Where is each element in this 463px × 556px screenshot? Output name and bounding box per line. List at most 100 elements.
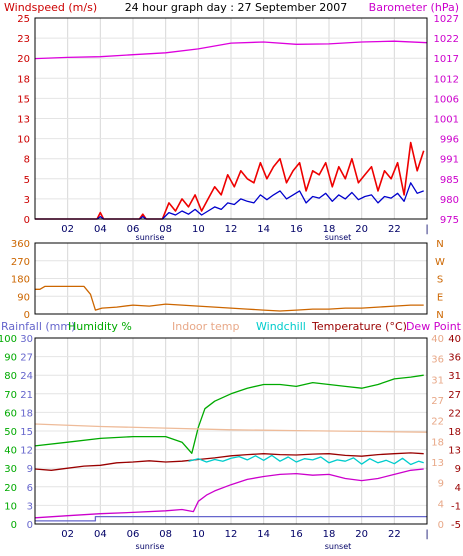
panel3-humidity-ticks: 0 10 20 30 40 50 60 70 80 90 100 (0, 334, 17, 531)
panel3-x-ticks: 02 04 06 08 10 12 14 16 18 20 22 | (61, 529, 428, 540)
panel1-right-tick-5: 1001 (434, 115, 459, 126)
panel3-line-humidity (34, 374, 424, 454)
panel1-line-wind_gust (35, 141, 425, 220)
panel3-rain-tick-3: 9 (27, 464, 33, 475)
panel1-left-tick-9: 23 (17, 34, 30, 45)
panel3-rain-tick-2: 6 (27, 483, 33, 494)
panel3-temp-tick-4: 13 (448, 446, 461, 457)
panel3-x-tick-5: 12 (225, 529, 238, 540)
panel2-compass-1: W (435, 257, 445, 268)
panel1-sunrise-label: sunrise (136, 233, 165, 242)
panel3-temp-tick-10: 40 (448, 334, 461, 345)
panel3-indoor-tick-3: 13 (431, 458, 444, 469)
panel3-humidity-tick-6: 60 (4, 408, 17, 419)
panel2-compass-3: E (437, 292, 443, 303)
panel1-right-tick-9: 1022 (434, 34, 459, 45)
panel1-x-tick-3: 08 (159, 224, 172, 235)
panel1-x-tick-7: 16 (290, 224, 303, 235)
panel3-x-tick-3: 08 (159, 529, 172, 540)
panel1-right-label: Barometer (hPa) (369, 1, 459, 14)
panel3-indoor-tick-5: 22 (431, 417, 444, 428)
panel3-indoor-tick-1: 4 (438, 499, 444, 510)
panel1-x-tick-0: 02 (61, 224, 74, 235)
panel3-frame (34, 337, 428, 525)
panel1-left-tick-4: 10 (17, 135, 30, 146)
panel2-compass-0: N (436, 239, 443, 250)
panel1-x-tick-5: 12 (225, 224, 238, 235)
panel3-x-tick-0: 02 (61, 529, 74, 540)
panel1-left-tick-8: 20 (17, 54, 30, 65)
panel3-x-tick-11: | (425, 529, 428, 540)
panel1-left-tick-2: 5 (24, 175, 30, 186)
panel1-right-tick-4: 996 (440, 135, 459, 146)
panel3-temp-tick-8: 31 (448, 371, 461, 382)
panel3-indoor-tick-0: 0 (438, 520, 444, 531)
panel1-right-ticks: 975 980 985 991 996 1001 1006 1012 1017 1022 1027 (434, 14, 459, 226)
panel1-right-tick-1: 980 (440, 195, 459, 206)
panel1-x-tick-4: 10 (192, 224, 205, 235)
panel3-temp-tick-1: -1 (451, 501, 461, 512)
panel3-temp-tick-9: 36 (448, 353, 461, 364)
panel3-sunrise-label: sunrise (136, 542, 165, 551)
panel3-rain-tick-4: 12 (20, 446, 33, 457)
panel1-line-wind_avg (35, 182, 424, 220)
panel2-compass-2: S (437, 275, 443, 286)
panel3-indoor-ticks: 0 4 9 13 18 22 27 31 36 40 (431, 334, 444, 531)
panel3-x-tick-6: 14 (257, 529, 270, 540)
panel3-indoor-tick-2: 9 (438, 479, 444, 490)
panel3-x-tick-4: 10 (192, 529, 205, 540)
panel3-x-tick-10: 22 (388, 529, 401, 540)
panel3-rain-tick-1: 3 (27, 501, 33, 512)
panel1-series (34, 40, 428, 220)
panel1-x-tick-10: 22 (388, 224, 401, 235)
panel3-humidity-tick-8: 80 (4, 371, 17, 382)
panel2-compass-4: N (436, 310, 443, 321)
panel1-right-tick-7: 1012 (434, 74, 459, 85)
panel3-temp-tick-3: 9 (455, 464, 461, 475)
panel3-humidity-tick-0: 0 (11, 520, 17, 531)
panel3-rain-tick-9: 27 (20, 353, 33, 364)
panel3-humidity-tick-3: 30 (4, 464, 17, 475)
panel3-x-tick-9: 20 (355, 529, 368, 540)
panel3-temperature-label: Temperature (°C) (311, 320, 407, 333)
panel1-right-tick-2: 985 (440, 175, 459, 186)
panel1-title: 24 hour graph day : 27 September 2007 (125, 1, 348, 14)
panel3-sunset-label: sunset (325, 542, 352, 551)
panel3-x-tick-2: 06 (127, 529, 140, 540)
panel3-line-windchill (188, 454, 424, 466)
panel3-rain-tick-0: 0 (27, 520, 33, 531)
panel3-line-rainfall (35, 515, 427, 522)
panel1-frame (34, 17, 428, 220)
panel3-temp-tick-0: -5 (451, 520, 461, 531)
panel1-line-barometer (34, 40, 428, 60)
panel1-left-tick-7: 18 (17, 74, 30, 85)
panel3-indoor-tick-7: 31 (431, 375, 444, 386)
panel1-left-tick-10: 25 (17, 14, 30, 25)
panel1-x-tick-2: 06 (127, 224, 140, 235)
panel3-humidity-tick-1: 10 (4, 501, 17, 512)
panel1-left-tick-1: 3 (24, 195, 30, 206)
panel1-x-tick-1: 04 (94, 224, 107, 235)
panel1-right-tick-0: 975 (440, 215, 459, 226)
panel3-humidity-tick-10: 100 (0, 334, 17, 345)
panel3-rain-tick-5: 15 (20, 427, 33, 438)
panel1-right-tick-10: 1027 (434, 14, 459, 25)
panel2-grid (35, 243, 428, 314)
panel2-left-tick-2: 180 (11, 275, 30, 286)
panel1-right-tick-6: 1006 (434, 94, 459, 105)
panel3-humidity-tick-2: 20 (4, 483, 17, 494)
panel2-left-tick-4: 360 (11, 239, 30, 250)
panel3-rain-tick-7: 21 (20, 390, 33, 401)
panel3-rain-tick-8: 24 (20, 371, 33, 382)
panel1-sunset-label: sunset (325, 233, 352, 242)
panel3-temp-tick-5: 18 (448, 427, 461, 438)
panel3-indoor-tick-6: 27 (431, 396, 444, 407)
panel3-rainfall-label: Rainfall (mm) (1, 320, 75, 333)
panel3-temp-ticks: -5 -1 4 9 13 18 22 27 31 36 40 (448, 334, 461, 531)
panel3-x-tick-7: 16 (290, 529, 303, 540)
panel1-left-tick-0: 0 (24, 215, 30, 226)
panel1-x-tick-9: 20 (355, 224, 368, 235)
panel1-left-tick-3: 8 (24, 155, 30, 166)
panel3-windchill-label: Windchill (256, 320, 306, 333)
